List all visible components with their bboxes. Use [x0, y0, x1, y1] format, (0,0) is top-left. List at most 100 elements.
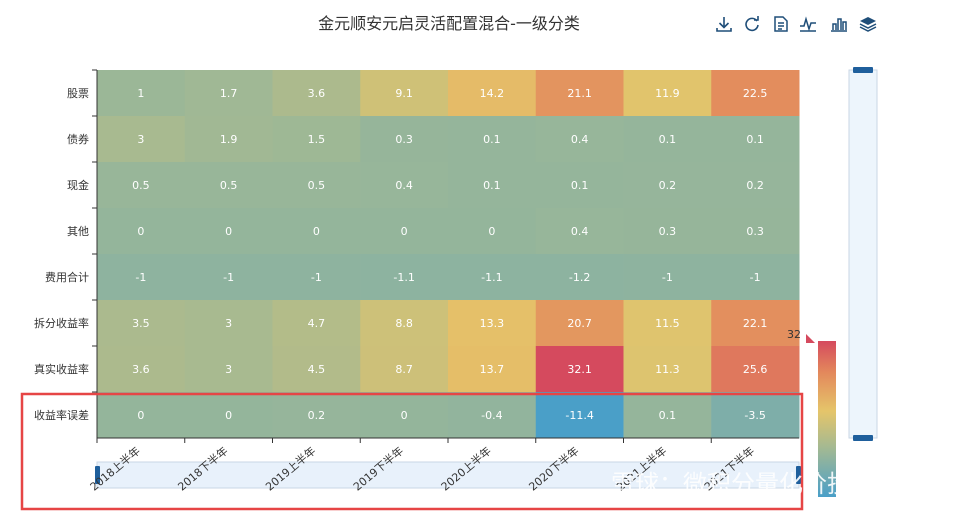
- heatmap-cell[interactable]: [623, 70, 712, 117]
- heatmap-cell[interactable]: [711, 254, 800, 301]
- refresh-icon[interactable]: [745, 16, 759, 32]
- cell-value-label: -1: [223, 271, 234, 284]
- heatmap-cell[interactable]: [272, 392, 361, 439]
- cell-value-label: -0.4: [481, 409, 502, 422]
- heatmap-cell[interactable]: [711, 162, 800, 209]
- heatmap-cell[interactable]: [272, 70, 361, 117]
- heatmap-cell[interactable]: [711, 70, 800, 117]
- y-tick-label: 其他: [67, 225, 89, 238]
- heatmap-cell[interactable]: [535, 70, 624, 117]
- datazoom-track: [96, 461, 800, 489]
- heatmap-cell[interactable]: [535, 346, 624, 393]
- heatmap-cell[interactable]: [535, 254, 624, 301]
- heatmap-cell[interactable]: [184, 162, 273, 209]
- heatmap-cell[interactable]: [272, 116, 361, 163]
- datazoom-top-handle[interactable]: [853, 67, 873, 73]
- heatmap-cell[interactable]: [360, 392, 449, 439]
- heatmap-cell[interactable]: [184, 116, 273, 163]
- heatmap-cell[interactable]: [97, 70, 186, 117]
- heatmap-cell[interactable]: [360, 346, 449, 393]
- heatmap-cell[interactable]: [711, 208, 800, 255]
- heatmap-cell[interactable]: [97, 254, 186, 301]
- heatmap-cell[interactable]: [360, 208, 449, 255]
- cell-value-label: 3.6: [308, 87, 326, 100]
- datazoom-bottom-handle[interactable]: [853, 435, 873, 441]
- heatmap-cell[interactable]: [711, 392, 800, 439]
- heatmap-cell[interactable]: [448, 392, 537, 439]
- heatmap-cell[interactable]: [623, 346, 712, 393]
- heatmap-cell[interactable]: [184, 346, 273, 393]
- cell-value-label: 0.1: [659, 133, 677, 146]
- cell-value-label: 3: [225, 363, 232, 376]
- right-datazoom[interactable]: [848, 67, 878, 441]
- heatmap-cell[interactable]: [97, 300, 186, 347]
- cell-value-label: 0.1: [659, 409, 677, 422]
- visual-map[interactable]: 32: [787, 328, 836, 497]
- heatmap-cell[interactable]: [623, 208, 712, 255]
- visual-map-max-handle[interactable]: [806, 334, 815, 343]
- download-icon[interactable]: [716, 17, 732, 32]
- heatmap-cell[interactable]: [448, 254, 537, 301]
- heatmap-cell[interactable]: [272, 346, 361, 393]
- visual-map-max-label: 32: [787, 328, 801, 341]
- bar-chart-icon[interactable]: [831, 18, 847, 32]
- cell-value-label: 0.4: [571, 225, 589, 238]
- heatmap-cell[interactable]: [272, 162, 361, 209]
- heatmap-cell[interactable]: [97, 208, 186, 255]
- heatmap-cell[interactable]: [535, 300, 624, 347]
- cell-value-label: 0.4: [571, 133, 589, 146]
- heatmap-cell[interactable]: [97, 116, 186, 163]
- line-chart-icon[interactable]: [800, 16, 816, 32]
- stack-icon[interactable]: [859, 17, 877, 32]
- heatmap-cell[interactable]: [623, 300, 712, 347]
- cell-value-label: 21.1: [567, 87, 592, 100]
- bottom-datazoom[interactable]: [95, 461, 801, 489]
- heatmap-cell[interactable]: [360, 300, 449, 347]
- heatmap-cell[interactable]: [711, 300, 800, 347]
- heatmap-cell[interactable]: [97, 162, 186, 209]
- cell-value-label: 1.5: [308, 133, 326, 146]
- heatmap-cell[interactable]: [184, 254, 273, 301]
- heatmap-cell[interactable]: [448, 70, 537, 117]
- heatmap-cell[interactable]: [97, 392, 186, 439]
- heatmap-cell[interactable]: [184, 392, 273, 439]
- cell-value-label: 0.1: [483, 133, 501, 146]
- heatmap-cell[interactable]: [448, 208, 537, 255]
- heatmap-cell[interactable]: [272, 300, 361, 347]
- cell-value-label: -1: [750, 271, 761, 284]
- heatmap-cell[interactable]: [448, 300, 537, 347]
- datazoom-right-handle[interactable]: [796, 466, 801, 484]
- cell-value-label: 13.3: [480, 317, 505, 330]
- toolbox: [716, 16, 877, 32]
- heatmap-cell[interactable]: [97, 346, 186, 393]
- data-view-icon[interactable]: [774, 16, 788, 32]
- heatmap-cell[interactable]: [272, 208, 361, 255]
- y-tick-label: 真实收益率: [34, 362, 89, 376]
- heatmap-cell[interactable]: [360, 162, 449, 209]
- heatmap-cell[interactable]: [535, 392, 624, 439]
- heatmap-cell[interactable]: [360, 254, 449, 301]
- heatmap-cell[interactable]: [623, 116, 712, 163]
- heatmap-cell[interactable]: [623, 254, 712, 301]
- datazoom-left-handle[interactable]: [95, 466, 100, 484]
- heatmap-cell[interactable]: [711, 346, 800, 393]
- heatmap-cell[interactable]: [448, 346, 537, 393]
- cell-value-label: 0: [137, 409, 144, 422]
- heatmap-cell[interactable]: [184, 300, 273, 347]
- heatmap-cell[interactable]: [360, 70, 449, 117]
- y-tick-label: 拆分收益率: [34, 316, 89, 330]
- heatmap-cell[interactable]: [448, 116, 537, 163]
- heatmap-cell[interactable]: [448, 162, 537, 209]
- heatmap-cell[interactable]: [711, 116, 800, 163]
- heatmap-cell[interactable]: [535, 116, 624, 163]
- heatmap-cell[interactable]: [623, 162, 712, 209]
- y-tick-label: 股票: [67, 87, 89, 100]
- heatmap-cell[interactable]: [360, 116, 449, 163]
- heatmap-cell[interactable]: [535, 162, 624, 209]
- heatmap-cell[interactable]: [184, 208, 273, 255]
- cell-value-label: 3.6: [132, 363, 150, 376]
- heatmap-cell[interactable]: [184, 70, 273, 117]
- heatmap-cell[interactable]: [535, 208, 624, 255]
- heatmap-cell[interactable]: [272, 254, 361, 301]
- heatmap-cell[interactable]: [623, 392, 712, 439]
